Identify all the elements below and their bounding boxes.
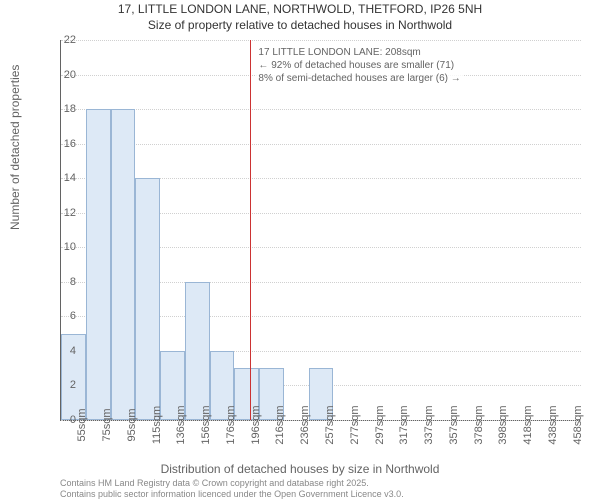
- y-tick-label: 2: [46, 379, 76, 391]
- y-tick-label: 18: [46, 103, 76, 115]
- histogram-bar: [185, 282, 210, 420]
- y-tick-label: 14: [46, 172, 76, 184]
- marker-annotation: 17 LITTLE LONDON LANE: 208sqm← 92% of de…: [256, 44, 462, 87]
- y-axis-label: Number of detached properties: [8, 65, 22, 230]
- marker-line: [250, 40, 251, 420]
- annotation-line: 17 LITTLE LONDON LANE: 208sqm: [258, 46, 460, 59]
- y-tick-label: 12: [46, 207, 76, 219]
- y-tick-label: 8: [46, 276, 76, 288]
- annotation-line: ← 92% of detached houses are smaller (71…: [258, 59, 460, 72]
- x-tick-label: 317sqm: [398, 405, 410, 444]
- y-tick-label: 16: [46, 138, 76, 150]
- x-tick-label: 176sqm: [225, 405, 237, 444]
- x-tick-label: 55sqm: [76, 408, 88, 441]
- footer-attribution: Contains HM Land Registry data © Crown c…: [60, 478, 404, 500]
- x-tick-label: 297sqm: [374, 405, 386, 444]
- y-tick-label: 22: [46, 34, 76, 46]
- grid-line: [61, 40, 581, 41]
- x-tick-label: 337sqm: [423, 405, 435, 444]
- y-tick-label: 0: [46, 414, 76, 426]
- x-tick-label: 75sqm: [101, 408, 113, 441]
- y-tick-label: 4: [46, 345, 76, 357]
- x-tick-label: 95sqm: [126, 408, 138, 441]
- x-tick-label: 236sqm: [299, 405, 311, 444]
- footer-line-1: Contains HM Land Registry data © Crown c…: [60, 478, 404, 489]
- title-line-2: Size of property relative to detached ho…: [0, 18, 600, 34]
- y-tick-label: 10: [46, 241, 76, 253]
- x-tick-label: 136sqm: [175, 405, 187, 444]
- x-tick-label: 458sqm: [572, 405, 584, 444]
- y-tick-label: 20: [46, 69, 76, 81]
- x-tick-label: 257sqm: [324, 405, 336, 444]
- x-tick-label: 378sqm: [473, 405, 485, 444]
- x-tick-label: 156sqm: [200, 405, 212, 444]
- x-tick-label: 277sqm: [349, 405, 361, 444]
- grid-line: [61, 144, 581, 145]
- chart-container: 17, LITTLE LONDON LANE, NORTHWOLD, THETF…: [0, 0, 600, 500]
- x-tick-label: 418sqm: [522, 405, 534, 444]
- title-line-1: 17, LITTLE LONDON LANE, NORTHWOLD, THETF…: [0, 2, 600, 18]
- grid-line: [61, 109, 581, 110]
- x-tick-label: 196sqm: [250, 405, 262, 444]
- x-tick-label: 357sqm: [448, 405, 460, 444]
- x-tick-label: 216sqm: [274, 405, 286, 444]
- x-axis-label: Distribution of detached houses by size …: [0, 462, 600, 476]
- chart-title: 17, LITTLE LONDON LANE, NORTHWOLD, THETF…: [0, 2, 600, 33]
- plot-area: 17 LITTLE LONDON LANE: 208sqm← 92% of de…: [60, 40, 581, 421]
- x-tick-label: 398sqm: [497, 405, 509, 444]
- histogram-bar: [86, 109, 111, 420]
- annotation-line: 8% of semi-detached houses are larger (6…: [258, 72, 460, 85]
- x-tick-label: 438sqm: [547, 405, 559, 444]
- histogram-bar: [135, 178, 160, 420]
- x-tick-label: 115sqm: [151, 406, 163, 444]
- histogram-bar: [111, 109, 136, 420]
- footer-line-2: Contains public sector information licen…: [60, 489, 404, 500]
- y-tick-label: 6: [46, 310, 76, 322]
